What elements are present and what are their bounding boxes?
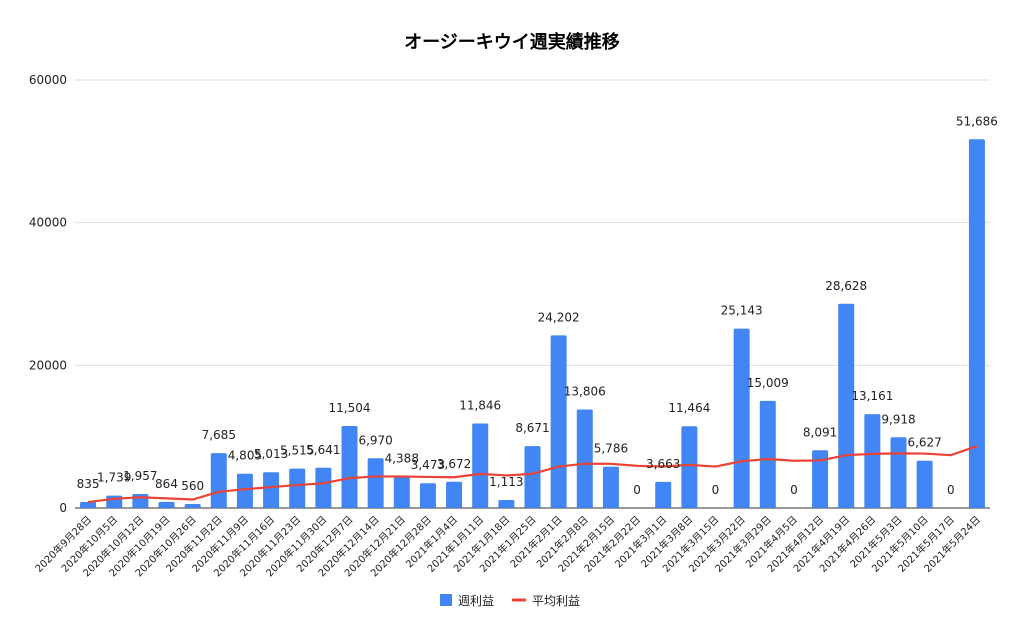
data-label: 560 xyxy=(181,479,204,493)
bar xyxy=(446,481,463,508)
data-label: 13,806 xyxy=(564,385,606,399)
bar xyxy=(472,423,489,508)
bar xyxy=(236,473,253,508)
bar xyxy=(759,400,776,508)
bar xyxy=(733,328,750,508)
bar xyxy=(864,414,881,508)
bar xyxy=(263,472,280,508)
data-label: 864 xyxy=(155,477,178,491)
bar xyxy=(210,453,227,508)
data-label: 5,786 xyxy=(594,442,628,456)
data-label: 11,846 xyxy=(459,398,501,412)
data-label: 51,686 xyxy=(956,114,998,128)
data-label: 3,663 xyxy=(646,457,680,471)
legend: 週利益 平均利益 xyxy=(440,594,580,608)
data-label: 0 xyxy=(947,483,955,497)
bar xyxy=(838,303,855,508)
data-label: 4,388 xyxy=(385,452,419,466)
data-label: 7,685 xyxy=(202,428,236,442)
bar xyxy=(184,504,201,508)
data-label: 1,113 xyxy=(489,475,523,489)
data-label: 0 xyxy=(712,483,720,497)
bar xyxy=(812,450,829,508)
bar xyxy=(498,500,515,508)
data-label: 1,739 xyxy=(97,471,131,485)
data-label: 15,009 xyxy=(747,376,789,390)
y-tick-label: 0 xyxy=(59,501,67,515)
data-label: 8,671 xyxy=(515,421,549,435)
bar xyxy=(315,467,332,508)
bar xyxy=(890,437,907,508)
bar xyxy=(158,501,175,508)
data-label: 5,641 xyxy=(306,443,340,457)
bar xyxy=(524,446,541,508)
data-label: 0 xyxy=(790,483,798,497)
data-label: 5,515 xyxy=(280,444,314,458)
bar xyxy=(655,481,672,508)
data-label: 28,628 xyxy=(825,279,867,293)
bar xyxy=(550,335,567,508)
bar xyxy=(681,426,698,508)
bar xyxy=(916,460,933,508)
bar xyxy=(576,409,593,508)
data-label: 3,473 xyxy=(411,458,445,472)
data-label: 6,627 xyxy=(907,436,941,450)
bar xyxy=(367,458,384,508)
data-label: 0 xyxy=(633,483,641,497)
data-label: 13,161 xyxy=(851,389,893,403)
data-label: 11,504 xyxy=(329,401,371,415)
chart-title: オージーキウイ週実績推移 xyxy=(404,31,620,53)
bar xyxy=(419,483,436,508)
legend-label-bar: 週利益 xyxy=(458,594,494,608)
bar xyxy=(289,468,306,508)
legend-label-line: 平均利益 xyxy=(532,594,580,608)
data-label: 3,672 xyxy=(437,457,471,471)
bar xyxy=(393,476,410,508)
y-tick-label: 40000 xyxy=(29,216,67,230)
data-label: 25,143 xyxy=(721,304,763,318)
bar xyxy=(341,425,358,508)
average-line xyxy=(87,445,978,504)
data-label: 1,957 xyxy=(123,469,157,483)
legend-swatch-bar xyxy=(440,594,452,606)
data-label: 11,464 xyxy=(668,401,710,415)
y-tick-label: 60000 xyxy=(29,73,67,87)
data-label: 835 xyxy=(77,477,100,491)
bar xyxy=(968,139,985,509)
bar xyxy=(80,502,97,508)
data-label: 5,013 xyxy=(254,447,288,461)
data-label: 8,091 xyxy=(803,425,837,439)
y-tick-label: 20000 xyxy=(29,358,67,372)
data-label: 24,202 xyxy=(538,310,580,324)
data-label: 4,805 xyxy=(228,449,262,463)
bar xyxy=(602,466,619,508)
data-label: 9,918 xyxy=(881,412,915,426)
data-label: 6,970 xyxy=(358,433,392,447)
